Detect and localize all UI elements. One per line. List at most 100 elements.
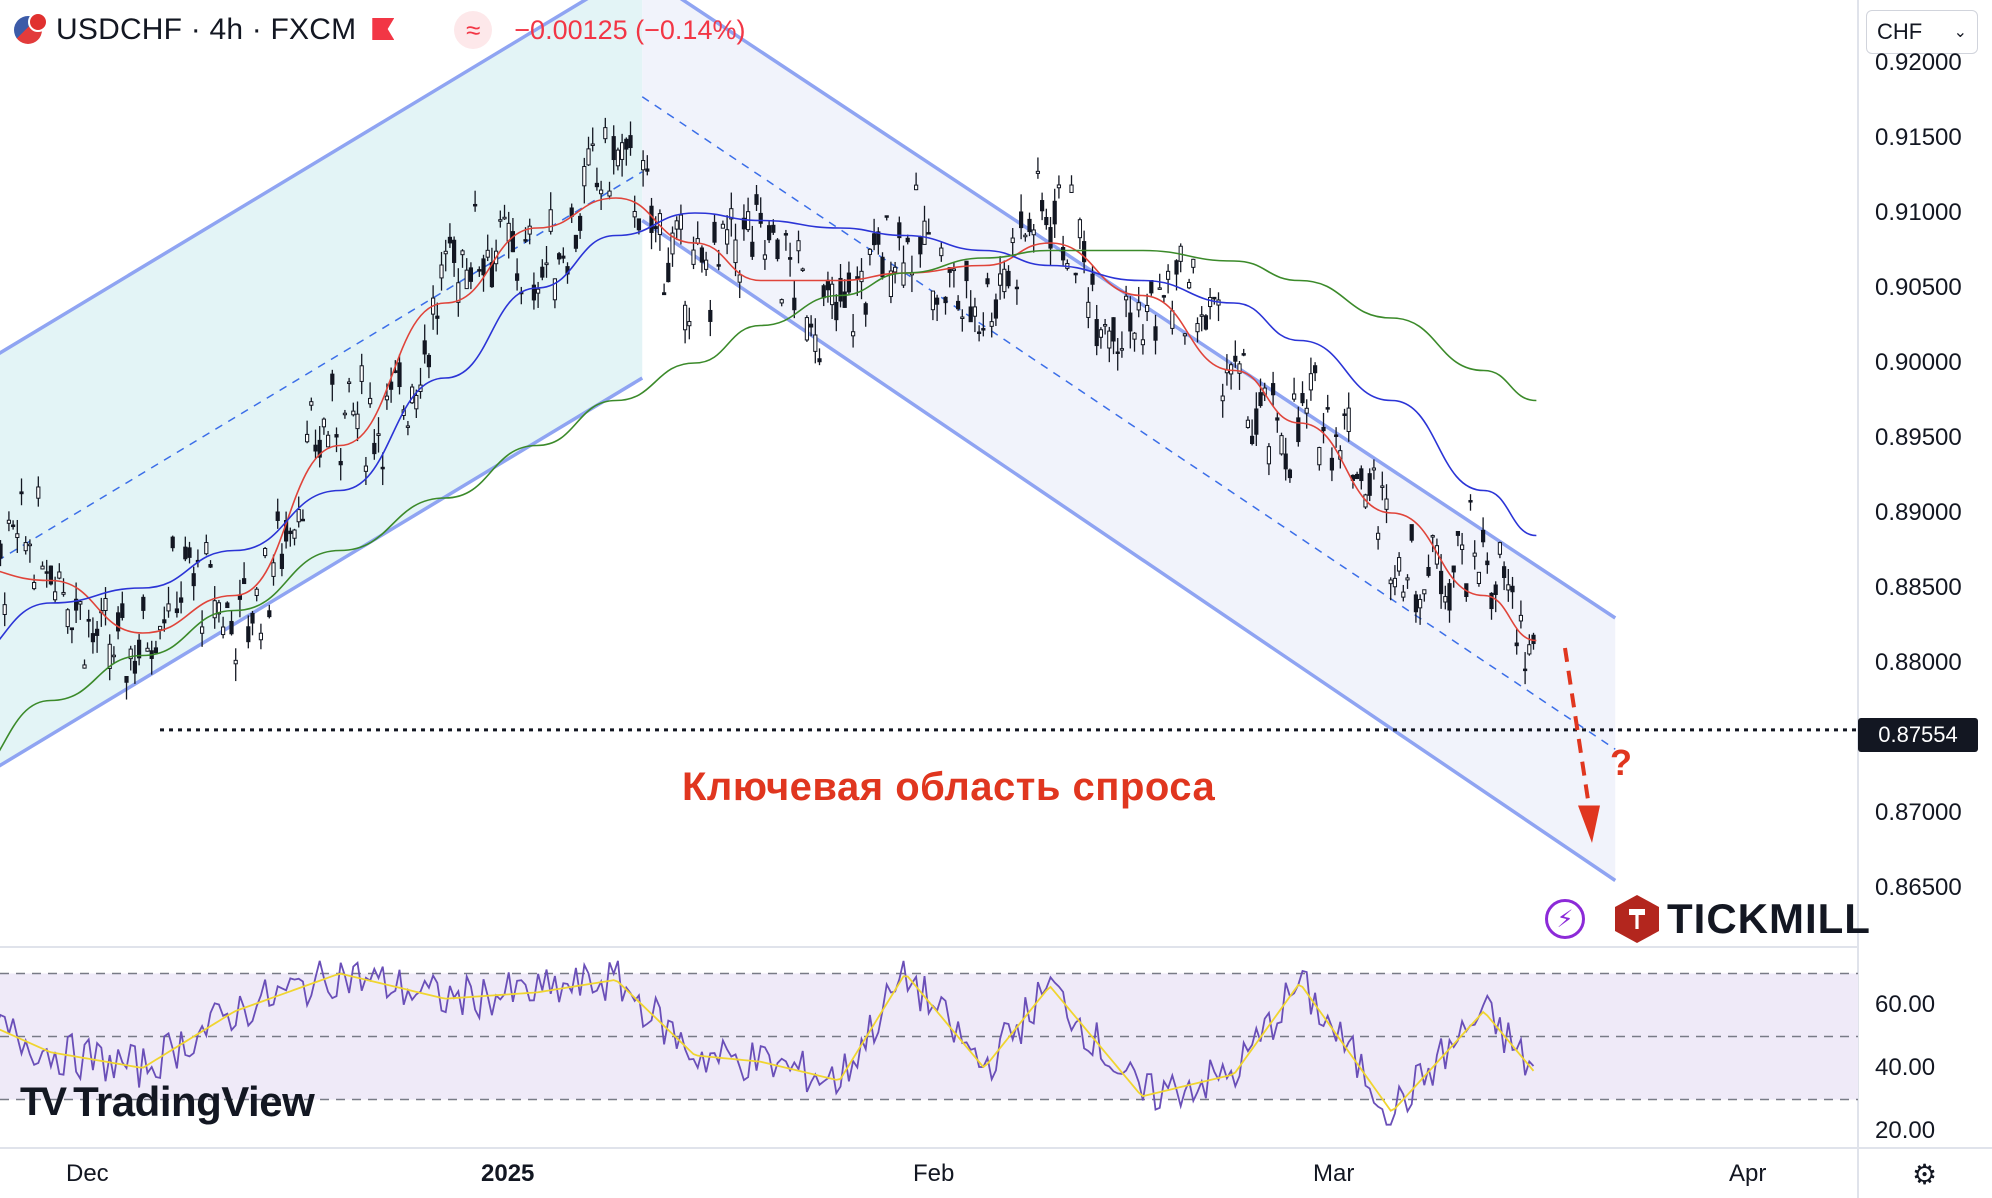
candle-body bbox=[11, 524, 16, 528]
candle-body bbox=[460, 250, 465, 256]
candle-body bbox=[1128, 312, 1133, 332]
candle-body bbox=[103, 597, 108, 612]
candle-body bbox=[389, 381, 394, 390]
candle-body bbox=[1355, 473, 1360, 480]
candle-body bbox=[1292, 393, 1297, 400]
candle-body bbox=[82, 664, 87, 669]
candle-body bbox=[477, 269, 482, 272]
candle-body bbox=[170, 536, 175, 549]
candle-body bbox=[733, 239, 738, 264]
candle-body bbox=[653, 226, 658, 229]
candle-body bbox=[1476, 571, 1482, 584]
candle-body bbox=[1157, 287, 1162, 290]
candle-body bbox=[384, 395, 390, 401]
candle-body bbox=[204, 542, 209, 555]
candle-body bbox=[19, 491, 24, 495]
price-tick: 0.88000 bbox=[1875, 649, 1962, 676]
tickmill-branding: ⚡ TICKMILL bbox=[1545, 895, 1871, 943]
candle-body bbox=[897, 222, 902, 239]
candle-body bbox=[1077, 219, 1083, 239]
descending-channel-lower bbox=[641, 219, 1617, 882]
candle-body bbox=[1329, 457, 1335, 471]
price-tick: 0.89500 bbox=[1875, 424, 1962, 451]
candle-body bbox=[1174, 260, 1179, 275]
candle-body bbox=[758, 212, 763, 224]
settings-gear-icon[interactable]: ⚙ bbox=[1912, 1159, 1938, 1190]
candle-body bbox=[636, 218, 642, 231]
candle-body bbox=[174, 608, 180, 614]
candle-body bbox=[317, 439, 322, 458]
time-tick: 2025 bbox=[481, 1160, 535, 1187]
candle-body bbox=[998, 273, 1003, 286]
candle-body bbox=[1397, 557, 1402, 572]
candle-body bbox=[32, 582, 37, 590]
candle-body bbox=[1166, 270, 1171, 280]
rsi-tick: 20.00 bbox=[1875, 1117, 1936, 1144]
candle-body bbox=[943, 296, 948, 304]
candle-body bbox=[1401, 591, 1406, 598]
descending-channel-midline bbox=[641, 96, 1616, 750]
annotation-question-mark[interactable]: ? bbox=[1610, 742, 1632, 783]
candle-body bbox=[1384, 498, 1389, 510]
candle-body bbox=[233, 659, 238, 665]
descending-channel-upper bbox=[679, 0, 1617, 620]
candle-body bbox=[90, 633, 96, 643]
candle-body bbox=[485, 249, 490, 258]
candle-body bbox=[1044, 216, 1049, 226]
candle-body bbox=[624, 138, 629, 150]
lightning-bolt-icon[interactable]: ⚡ bbox=[1545, 899, 1585, 939]
candle-body bbox=[771, 224, 776, 233]
candle-body bbox=[552, 278, 558, 301]
ema-mid-line bbox=[0, 212, 1537, 641]
candle-body bbox=[292, 529, 297, 539]
tradingview-logo[interactable]: TV TradingView bbox=[20, 1078, 315, 1126]
candle-body bbox=[645, 168, 650, 172]
candle-body bbox=[977, 331, 982, 334]
approx-data-icon[interactable]: ≈ bbox=[454, 11, 493, 49]
candle-body bbox=[1271, 383, 1276, 396]
candle-body bbox=[1019, 211, 1024, 229]
candle-body bbox=[141, 596, 146, 611]
candle-body bbox=[1090, 273, 1095, 285]
candle-body bbox=[1510, 585, 1515, 593]
candle-body bbox=[1119, 348, 1125, 351]
price-tick: 0.86500 bbox=[1875, 874, 1962, 901]
candle-body bbox=[464, 269, 469, 290]
candle-body bbox=[1308, 373, 1314, 391]
rsi-tick: 60.00 bbox=[1875, 991, 1936, 1018]
candle-body bbox=[212, 600, 217, 619]
candle-body bbox=[27, 543, 33, 547]
candle-body bbox=[1418, 598, 1423, 609]
candle-body bbox=[1430, 535, 1435, 538]
candle-body bbox=[788, 257, 793, 260]
candle-body bbox=[674, 220, 679, 230]
annotation-demand-zone[interactable]: Ключевая область спроса bbox=[682, 765, 1216, 809]
candle-body bbox=[863, 303, 868, 315]
candle-body bbox=[561, 255, 566, 259]
candle-body bbox=[439, 264, 444, 279]
candle-body bbox=[48, 565, 54, 585]
candle-body bbox=[1451, 565, 1456, 573]
ascending-channel-upper bbox=[0, 0, 589, 356]
candle-body bbox=[1140, 339, 1146, 346]
candle-body bbox=[1061, 246, 1066, 261]
candle-body bbox=[120, 603, 125, 618]
candle-body bbox=[993, 299, 999, 319]
candle-body bbox=[960, 316, 965, 319]
candle-body bbox=[821, 285, 826, 299]
candle-body bbox=[456, 282, 461, 303]
candle-body bbox=[1300, 393, 1305, 404]
candle-body bbox=[1380, 485, 1385, 488]
candle-body bbox=[1145, 304, 1150, 313]
candle-body bbox=[578, 215, 583, 231]
candle-body bbox=[452, 239, 457, 263]
symbol-title[interactable]: USDCHF · 4h · FXCM bbox=[56, 13, 357, 46]
rsi-line bbox=[0, 960, 1535, 1126]
currency-selector[interactable]: CHF ⌄ bbox=[1866, 10, 1978, 54]
candle-body bbox=[1460, 544, 1465, 550]
flag-marker-icon[interactable] bbox=[370, 16, 394, 44]
candle-body bbox=[901, 262, 906, 286]
candle-body bbox=[1485, 560, 1490, 566]
candle-body bbox=[166, 603, 171, 612]
